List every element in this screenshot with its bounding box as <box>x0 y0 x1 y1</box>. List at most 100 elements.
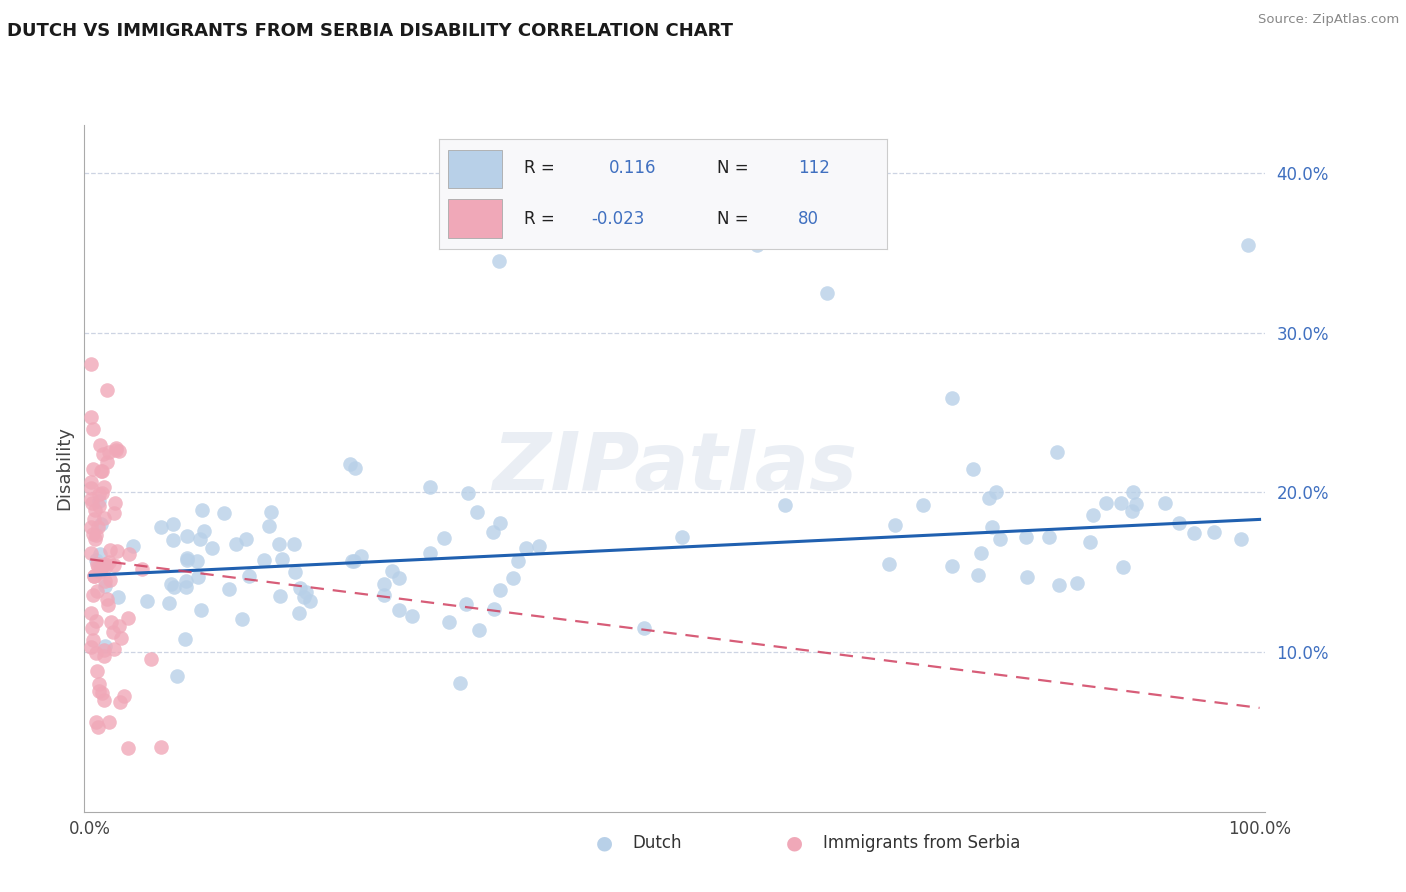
Point <box>80 475 103 489</box>
Point <box>163 580 186 594</box>
Point <box>104 496 127 510</box>
Point <box>1168 516 1191 530</box>
Point <box>190 603 212 617</box>
Point <box>117 547 139 561</box>
Point <box>82 526 104 541</box>
Point <box>270 552 292 566</box>
Point <box>529 539 551 553</box>
Point <box>508 554 530 568</box>
Point <box>94 640 117 654</box>
Point <box>96 591 118 606</box>
Point <box>176 551 198 566</box>
Point <box>100 574 122 588</box>
Text: DUTCH VS IMMIGRANTS FROM SERBIA DISABILITY CORRELATION CHART: DUTCH VS IMMIGRANTS FROM SERBIA DISABILI… <box>7 22 733 40</box>
Point <box>82 621 104 635</box>
Point <box>112 689 135 703</box>
Point <box>86 664 108 678</box>
Point <box>141 651 163 665</box>
Point <box>235 532 257 546</box>
Point <box>93 649 115 664</box>
Point <box>135 594 157 608</box>
Point <box>1015 530 1038 544</box>
Point <box>80 491 103 506</box>
Point <box>89 560 111 574</box>
Point <box>283 537 305 551</box>
Point <box>149 739 172 754</box>
Point <box>1121 485 1143 500</box>
Point <box>339 457 361 471</box>
Point <box>437 615 460 629</box>
Point <box>988 532 1011 546</box>
Point <box>103 558 125 573</box>
Point <box>89 464 111 478</box>
Point <box>82 588 104 602</box>
Point <box>1066 576 1088 591</box>
Text: ●: ● <box>596 833 613 853</box>
Point <box>87 684 110 698</box>
Point <box>86 615 108 629</box>
Point <box>91 485 114 500</box>
Y-axis label: Disability: Disability <box>55 426 73 510</box>
Point <box>91 559 114 574</box>
Point <box>82 496 104 510</box>
Point <box>89 547 111 561</box>
Point <box>86 560 108 574</box>
Point <box>104 441 127 455</box>
Point <box>110 631 132 645</box>
Point <box>884 518 907 533</box>
Point <box>879 557 901 571</box>
Point <box>93 692 115 706</box>
Text: ●: ● <box>786 833 803 853</box>
Point <box>84 715 107 730</box>
Point <box>745 237 768 252</box>
Point <box>292 591 315 605</box>
Point <box>1094 496 1116 510</box>
Point <box>941 391 963 405</box>
Point <box>107 590 129 604</box>
Point <box>87 720 110 734</box>
Point <box>186 553 208 567</box>
Point <box>80 640 103 654</box>
Point <box>193 524 215 538</box>
Point <box>91 447 114 461</box>
Point <box>671 531 693 545</box>
Point <box>159 577 181 591</box>
Point <box>84 503 107 517</box>
Point <box>191 503 214 517</box>
Point <box>100 543 122 558</box>
Point <box>93 643 115 657</box>
Point <box>481 524 503 539</box>
Point <box>83 512 105 526</box>
Point <box>287 606 309 620</box>
Point <box>100 615 122 629</box>
Point <box>93 510 115 524</box>
Point <box>970 546 993 560</box>
Point <box>1153 495 1175 509</box>
Point <box>343 554 366 568</box>
Point <box>173 632 195 647</box>
Point <box>1015 570 1038 584</box>
Point <box>1109 496 1132 510</box>
Point <box>231 612 253 626</box>
Point <box>454 597 477 611</box>
Point <box>218 582 240 597</box>
Point <box>87 487 110 501</box>
Point <box>149 520 172 534</box>
Point <box>201 541 224 556</box>
Point <box>117 740 139 755</box>
Point <box>515 541 537 555</box>
Point <box>105 544 128 558</box>
Point <box>253 553 276 567</box>
Point <box>80 520 103 534</box>
Point <box>97 598 120 612</box>
Point <box>82 462 104 476</box>
Point <box>419 546 441 560</box>
Point <box>108 619 131 633</box>
Point <box>1202 524 1225 539</box>
Point <box>815 285 838 300</box>
Point <box>103 507 125 521</box>
Point <box>1125 498 1147 512</box>
Point <box>489 516 512 530</box>
Point <box>98 555 121 569</box>
Point <box>290 581 312 595</box>
